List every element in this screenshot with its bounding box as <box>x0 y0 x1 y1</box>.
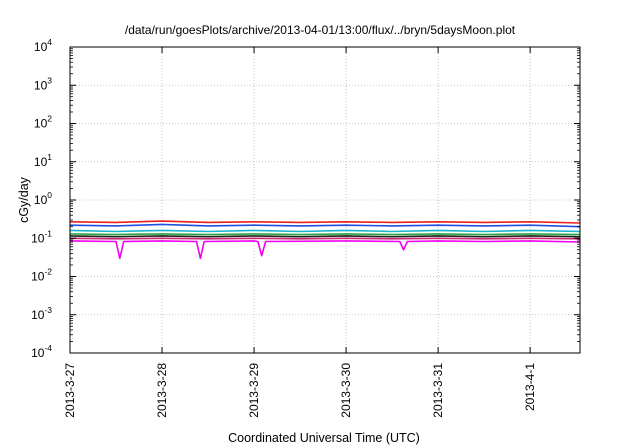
y-tick-label: 10-2 <box>31 267 52 284</box>
y-axis-label: cGy/day <box>17 176 31 223</box>
x-tick-label: 2013-3-31 <box>431 363 445 418</box>
y-tick-label: 103 <box>34 75 52 92</box>
x-tick-label: 2013-3-27 <box>63 363 77 418</box>
x-tick-label: 2013-3-30 <box>339 363 353 418</box>
series-line-1 <box>69 220 581 224</box>
series-line-3 <box>69 229 581 233</box>
series-line-4 <box>69 233 581 236</box>
y-tick-label: 102 <box>34 114 52 131</box>
series-layer <box>69 220 581 260</box>
x-tick-label: 2013-3-29 <box>247 363 261 418</box>
y-tick-label: 104 <box>34 37 52 54</box>
y-tick-label: 100 <box>34 190 52 207</box>
x-axis-label: Coordinated Universal Time (UTC) <box>228 431 420 445</box>
series-line-5 <box>69 235 581 238</box>
y-tick-label: 10-4 <box>31 343 52 360</box>
y-tick-label: 10-3 <box>31 305 52 322</box>
series-line-6 <box>69 237 581 240</box>
x-axis: 2013-3-27 2013-3-28 2013-3-29 2013-3-30 2013… <box>63 47 537 418</box>
series-line-2 <box>69 223 581 228</box>
series-line-7 <box>69 240 581 260</box>
chart-title: /data/run/goesPlots/archive/2013-04-01/1… <box>125 23 516 37</box>
grid <box>70 47 580 353</box>
y-tick-label: 101 <box>34 152 52 169</box>
x-tick-label: 2013-4-1 <box>523 363 537 411</box>
y-tick-label: 10-1 <box>31 228 52 245</box>
y-axis: 10-4 10-3 10-2 10-1 100 101 102 103 104 <box>31 37 580 360</box>
x-tick-label: 2013-3-28 <box>155 363 169 418</box>
